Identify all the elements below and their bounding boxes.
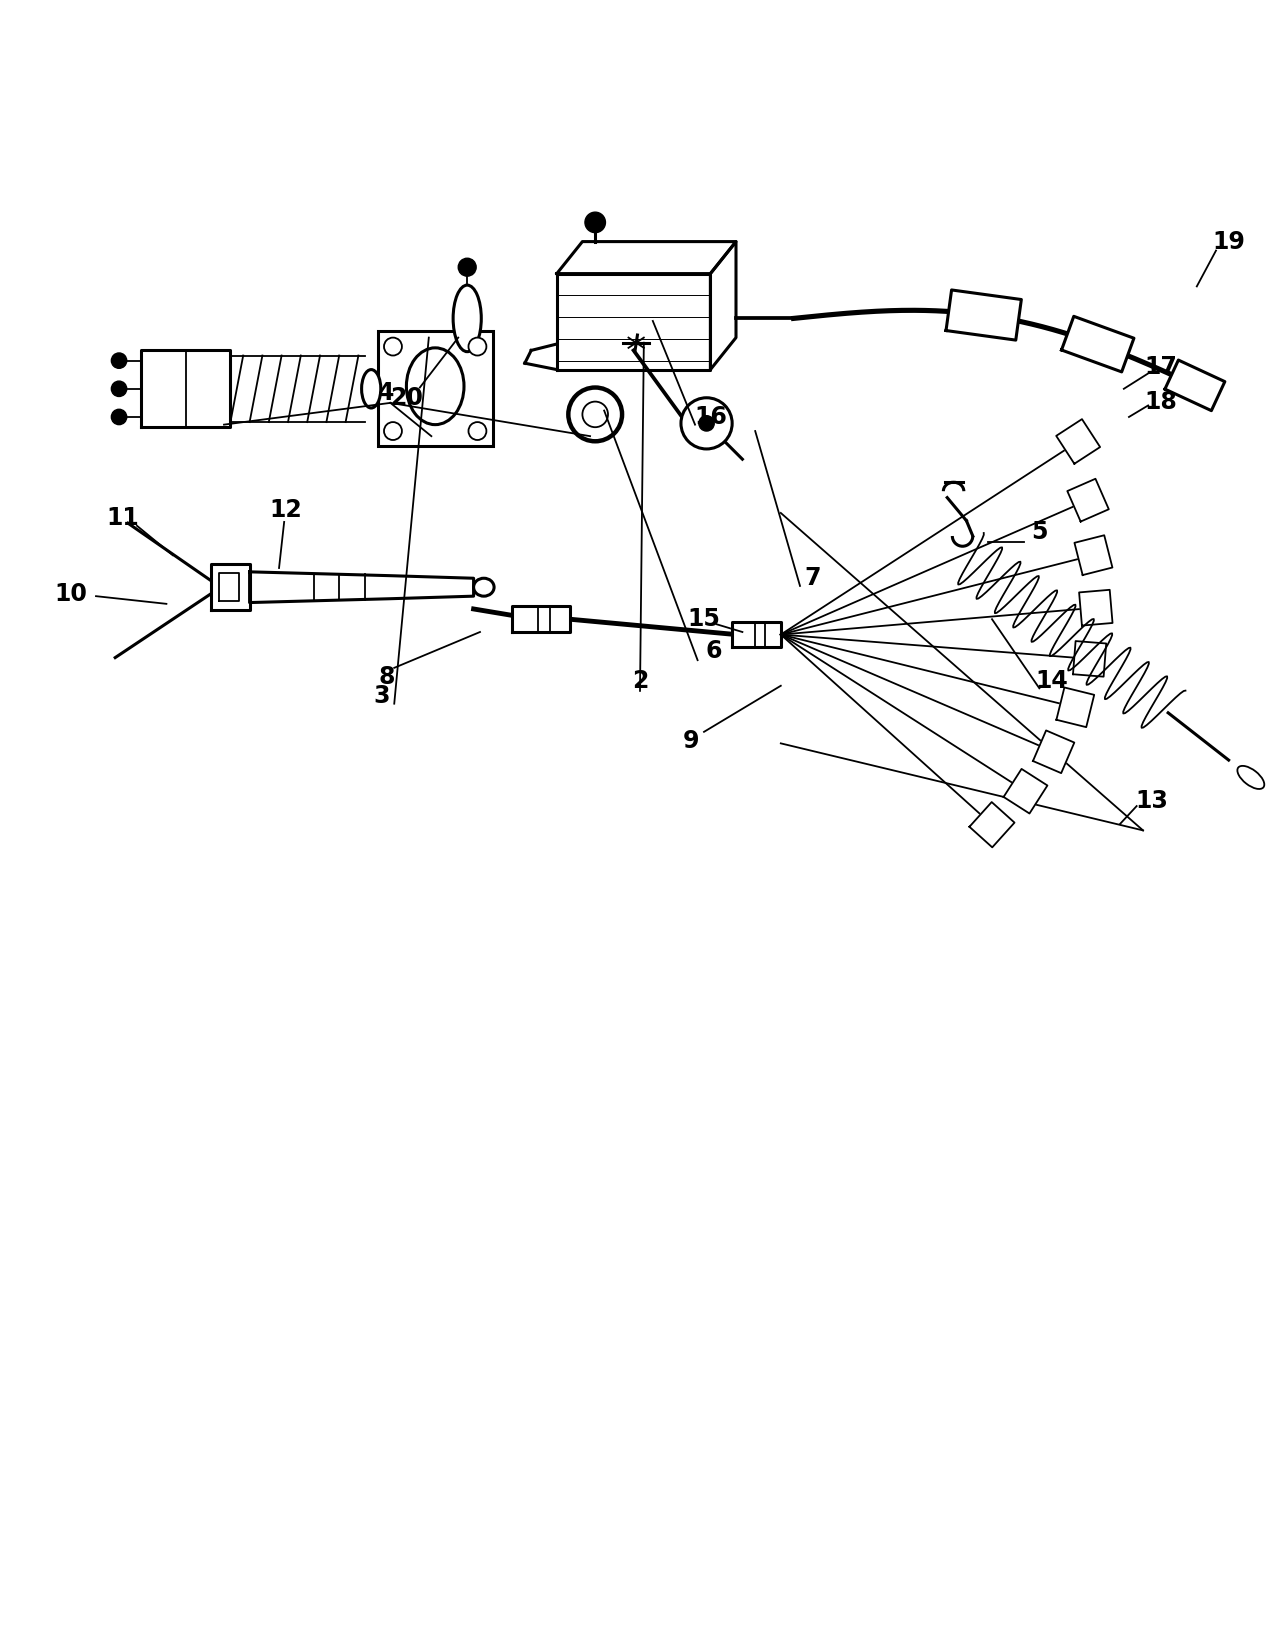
Polygon shape bbox=[1073, 641, 1106, 677]
Text: 3: 3 bbox=[374, 684, 389, 709]
Polygon shape bbox=[1033, 730, 1074, 773]
Polygon shape bbox=[211, 564, 250, 610]
Polygon shape bbox=[250, 572, 474, 603]
Polygon shape bbox=[141, 351, 230, 427]
Circle shape bbox=[111, 381, 127, 397]
Text: 6: 6 bbox=[707, 639, 722, 662]
Polygon shape bbox=[1079, 590, 1112, 626]
Bar bbox=[378, 331, 493, 447]
Polygon shape bbox=[781, 513, 1143, 831]
Text: 20: 20 bbox=[390, 386, 424, 410]
Polygon shape bbox=[1056, 687, 1094, 727]
Polygon shape bbox=[1056, 419, 1100, 463]
Ellipse shape bbox=[582, 402, 608, 427]
Ellipse shape bbox=[474, 578, 494, 597]
Text: 8: 8 bbox=[379, 664, 394, 689]
Circle shape bbox=[384, 422, 402, 440]
Polygon shape bbox=[946, 290, 1021, 339]
Circle shape bbox=[384, 338, 402, 356]
Text: 18: 18 bbox=[1144, 389, 1178, 414]
Text: 7: 7 bbox=[805, 567, 820, 590]
Text: 19: 19 bbox=[1212, 229, 1245, 254]
Polygon shape bbox=[557, 242, 736, 274]
Ellipse shape bbox=[1238, 766, 1265, 789]
Polygon shape bbox=[512, 606, 570, 631]
Circle shape bbox=[468, 422, 486, 440]
Circle shape bbox=[111, 409, 127, 425]
Text: 13: 13 bbox=[1135, 789, 1169, 812]
Ellipse shape bbox=[453, 285, 481, 351]
Polygon shape bbox=[1004, 770, 1047, 814]
Circle shape bbox=[468, 338, 486, 356]
Polygon shape bbox=[969, 803, 1015, 847]
Polygon shape bbox=[1068, 480, 1108, 521]
Text: 5: 5 bbox=[1032, 521, 1047, 544]
Circle shape bbox=[699, 415, 714, 432]
Polygon shape bbox=[1074, 536, 1112, 575]
Ellipse shape bbox=[407, 348, 465, 425]
Ellipse shape bbox=[361, 369, 381, 409]
Circle shape bbox=[681, 397, 732, 448]
Text: 12: 12 bbox=[269, 498, 302, 522]
Polygon shape bbox=[1165, 359, 1225, 410]
Text: 10: 10 bbox=[54, 582, 87, 605]
Polygon shape bbox=[732, 621, 781, 648]
Text: 2: 2 bbox=[632, 669, 648, 692]
Polygon shape bbox=[557, 274, 710, 369]
Polygon shape bbox=[1061, 316, 1134, 372]
Text: 11: 11 bbox=[106, 506, 140, 531]
Text: 4: 4 bbox=[379, 381, 394, 405]
Text: 16: 16 bbox=[694, 405, 727, 428]
Text: 15: 15 bbox=[687, 606, 721, 631]
Circle shape bbox=[585, 213, 605, 232]
Polygon shape bbox=[219, 574, 239, 602]
Circle shape bbox=[458, 259, 476, 277]
Text: 9: 9 bbox=[684, 728, 699, 753]
Circle shape bbox=[111, 353, 127, 368]
Text: 14: 14 bbox=[1036, 669, 1069, 692]
Polygon shape bbox=[710, 242, 736, 369]
Ellipse shape bbox=[568, 387, 622, 442]
Text: 17: 17 bbox=[1144, 354, 1178, 379]
